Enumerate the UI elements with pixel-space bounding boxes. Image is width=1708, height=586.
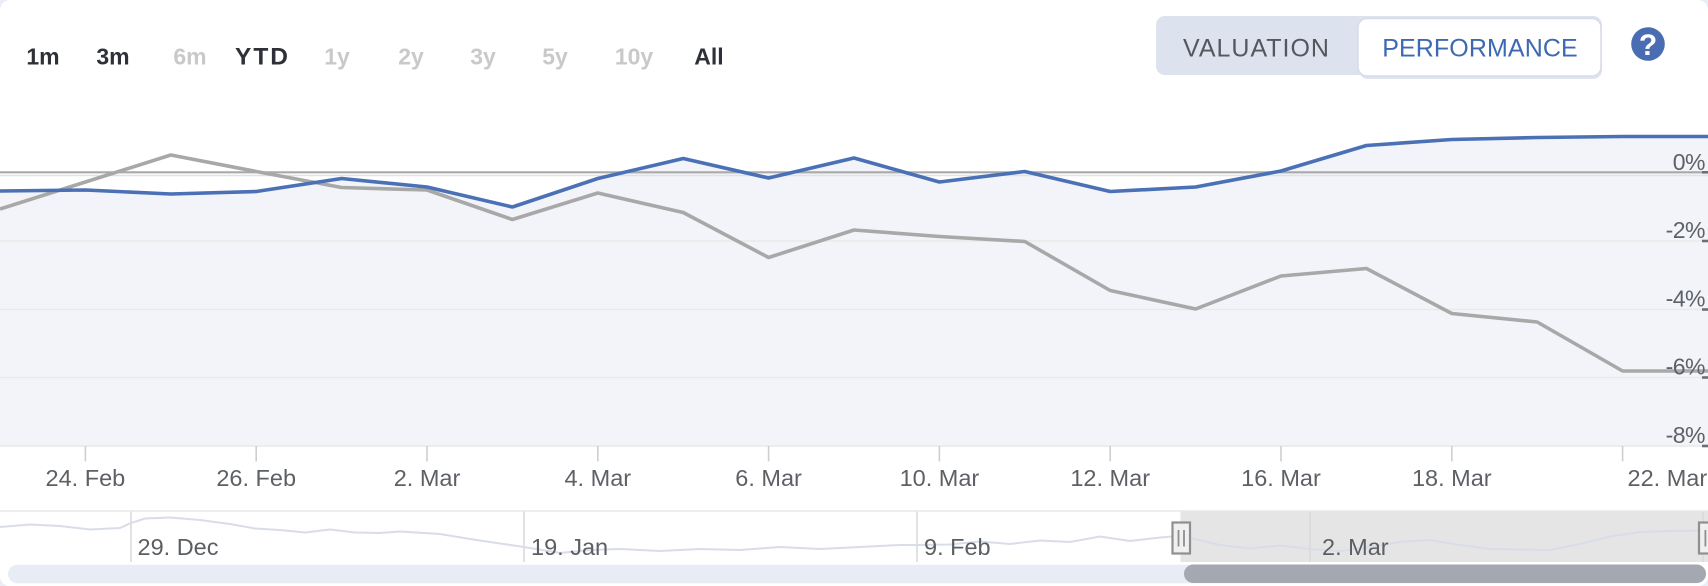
svg-text:12. Mar: 12. Mar	[1070, 465, 1150, 491]
svg-text:10y: 10y	[615, 44, 654, 70]
svg-text:PERFORMANCE: PERFORMANCE	[1382, 35, 1578, 63]
svg-text:3y: 3y	[470, 44, 496, 70]
svg-text:16. Mar: 16. Mar	[1241, 465, 1321, 491]
svg-text:0%: 0%	[1673, 149, 1705, 175]
svg-text:-6%: -6%	[1666, 354, 1705, 380]
svg-text:19. Jan: 19. Jan	[531, 534, 608, 560]
svg-text:9. Feb: 9. Feb	[924, 534, 991, 560]
svg-text:5y: 5y	[542, 44, 568, 70]
svg-text:2. Mar: 2. Mar	[394, 465, 461, 491]
svg-text:6. Mar: 6. Mar	[735, 465, 802, 491]
svg-text:10. Mar: 10. Mar	[900, 465, 980, 491]
svg-text:YTD: YTD	[235, 44, 290, 71]
svg-text:All: All	[694, 44, 723, 70]
svg-text:2y: 2y	[398, 44, 424, 70]
svg-text:3m: 3m	[96, 44, 129, 70]
svg-text:-2%: -2%	[1666, 217, 1705, 243]
svg-text:2. Mar: 2. Mar	[1322, 534, 1389, 560]
svg-text:22. Mar: 22. Mar	[1628, 465, 1708, 491]
svg-text:6m: 6m	[173, 44, 206, 70]
svg-text:-4%: -4%	[1666, 286, 1705, 312]
svg-text:?: ?	[1639, 29, 1657, 62]
svg-text:-8%: -8%	[1666, 422, 1705, 448]
svg-text:1y: 1y	[324, 44, 350, 70]
svg-text:24. Feb: 24. Feb	[46, 465, 126, 491]
svg-text:18. Mar: 18. Mar	[1412, 465, 1492, 491]
svg-text:29. Dec: 29. Dec	[138, 534, 219, 560]
svg-text:1m: 1m	[26, 44, 59, 70]
svg-text:26. Feb: 26. Feb	[216, 465, 296, 491]
svg-text:VALUATION: VALUATION	[1183, 35, 1330, 63]
svg-text:4. Mar: 4. Mar	[564, 465, 631, 491]
